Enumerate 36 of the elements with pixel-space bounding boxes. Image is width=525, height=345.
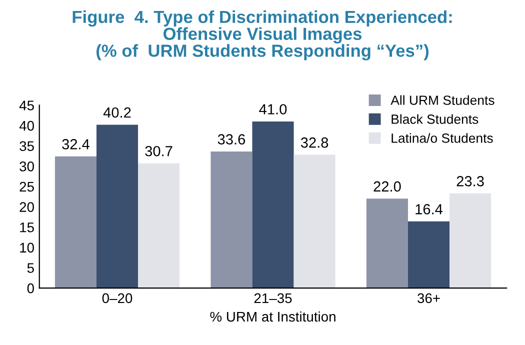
legend-label: All URM Students (390, 95, 494, 105)
y-tick-label: 30 (20, 162, 34, 172)
bar (54, 156, 96, 288)
data-label: 16.4 (416, 204, 443, 214)
data-label: 33.6 (218, 134, 246, 144)
data-label: 41.0 (259, 104, 287, 114)
x-tick-label: 0–20 (102, 293, 132, 304)
y-tick-label: 25 (20, 182, 34, 192)
data-label: 23.3 (456, 176, 484, 186)
x-axis-title: % URM at Institution (210, 311, 336, 322)
data-label: 22.0 (374, 181, 401, 192)
x-tick-label: 36+ (418, 293, 440, 304)
y-tick-label: 0 (27, 283, 34, 294)
bar (138, 163, 180, 288)
y-tick-label: 20 (20, 202, 34, 212)
bar (294, 154, 336, 288)
chart-title: Figure 4. Type of Discrimination Experienced: Offensive Visual Images (% of URM Students Responding “Yes”) (72, 10, 452, 60)
bar (210, 152, 252, 288)
bar (408, 221, 450, 288)
bar (252, 121, 294, 288)
x-tick-label: 21–35 (254, 293, 292, 304)
data-label: 32.8 (300, 137, 328, 148)
data-label: 30.7 (145, 146, 172, 156)
legend-label: Latina/o Students (392, 133, 493, 143)
data-label: 32.4 (62, 139, 90, 150)
y-tick-label: 15 (20, 222, 34, 232)
y-tick-label: 40 (19, 120, 34, 131)
y-tick-label: 45 (19, 100, 34, 110)
data-label: 40.2 (103, 107, 131, 118)
y-tick-label: 5 (27, 263, 34, 273)
y-tick-label: 35 (20, 141, 34, 152)
legend-label: Black Students (392, 114, 478, 124)
bar (366, 198, 408, 288)
bar (96, 124, 138, 288)
bar (450, 193, 492, 288)
y-tick-label: 10 (20, 242, 34, 253)
